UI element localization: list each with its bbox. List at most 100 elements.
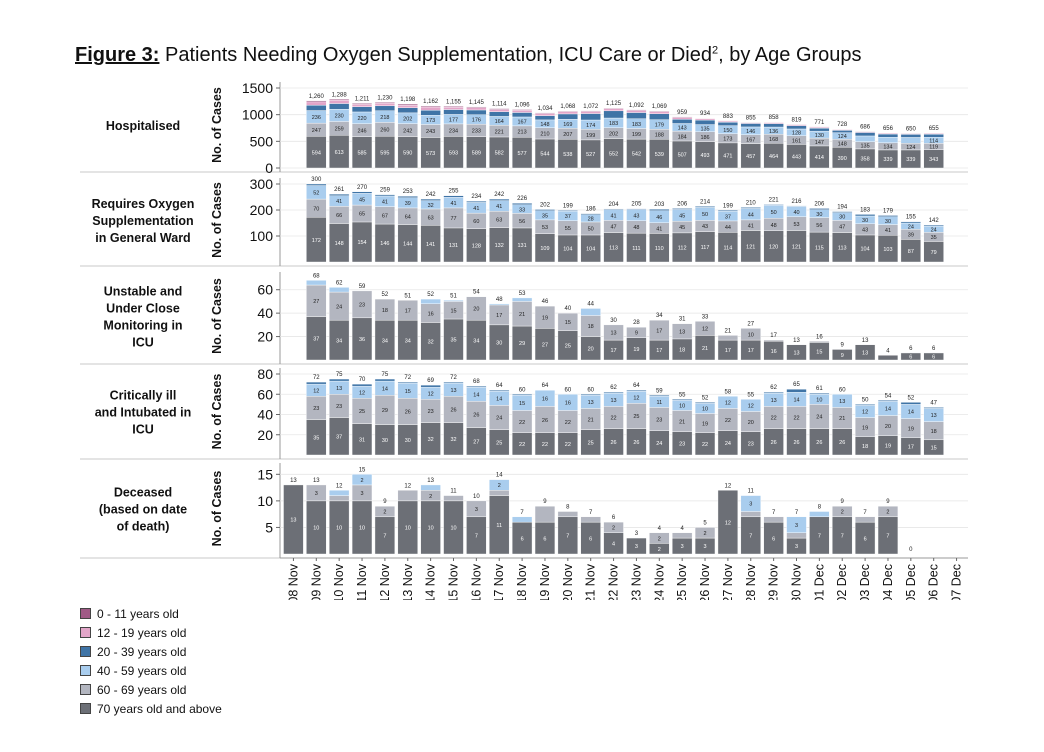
total-label: 686: [860, 124, 871, 130]
total-label: 11: [748, 489, 755, 495]
bar-segment: [832, 349, 853, 361]
segment-label: 243: [426, 129, 435, 135]
segment-label: 30: [862, 218, 868, 224]
total-label: 53: [519, 291, 526, 297]
segment-label: 32: [428, 437, 434, 443]
total-label: 7: [589, 510, 593, 516]
bar-segment: [534, 115, 556, 121]
bar-segment: [489, 108, 510, 110]
bar-segment: [283, 484, 304, 555]
segment-label: 22: [519, 420, 525, 426]
segment-label: 595: [380, 150, 389, 156]
bar-segment: [374, 105, 396, 111]
segment-label: 173: [426, 118, 435, 124]
segment-label: 3: [795, 523, 798, 529]
x-tick-label: 08 Nov: [286, 563, 300, 600]
segment-label: 218: [380, 115, 389, 121]
segment-label: 202: [403, 116, 412, 122]
bar-segment: [900, 137, 921, 144]
segment-label: 414: [815, 155, 824, 161]
bar-segment: [649, 110, 670, 112]
segment-label: 2: [658, 536, 661, 542]
total-label: 4: [886, 348, 890, 354]
bar-segment: [626, 109, 647, 111]
bar-segment: [511, 297, 533, 302]
x-tick-label: 20 Nov: [561, 563, 575, 600]
bar-segment: [351, 191, 373, 194]
y-tick-label: 100: [250, 228, 274, 244]
bar-segment: [809, 393, 830, 395]
segment-label: 14: [885, 407, 891, 413]
total-label: 9: [543, 499, 547, 505]
segment-label: 10: [450, 526, 456, 532]
bar-segment: [557, 210, 578, 212]
total-label: 1,230: [377, 95, 393, 101]
segment-label: 14: [496, 397, 502, 403]
x-tick-label: 16 Nov: [469, 563, 483, 600]
bar-segment: [603, 392, 624, 394]
y-tick-label: 40: [257, 407, 273, 423]
segment-label: 3: [681, 544, 684, 550]
segment-label: 22: [702, 442, 708, 448]
segment-label: 43: [862, 228, 868, 234]
segment-label: 13: [862, 351, 868, 357]
bar-segment: [329, 495, 350, 502]
total-label: 202: [540, 202, 551, 208]
x-tick-label: 05 Dec: [904, 564, 918, 600]
total-label: 1,211: [355, 96, 370, 102]
total-label: 934: [700, 111, 711, 117]
total-label: 9: [841, 499, 845, 505]
segment-label: 50: [702, 212, 708, 218]
x-tick-label: 22 Nov: [607, 563, 621, 600]
segment-label: 186: [700, 135, 709, 141]
x-tick-label: 04 Dec: [881, 564, 895, 600]
panel-anchor: [0, 178, 1, 179]
segment-label: 13: [588, 400, 594, 406]
bar-segment: [900, 352, 921, 361]
segment-label: 66: [336, 213, 342, 219]
bar-segment: [374, 103, 396, 107]
legend-swatch: [80, 627, 91, 638]
total-label: 214: [700, 199, 711, 205]
segment-label: 3: [475, 507, 478, 513]
total-label: 46: [542, 299, 549, 305]
segment-label: 32: [428, 203, 434, 209]
x-tick-label: 28 Nov: [744, 563, 758, 600]
segment-label: 6: [909, 355, 912, 361]
total-label: 34: [656, 313, 663, 319]
panel-label: Deceased: [114, 486, 172, 500]
bar-segment: [626, 537, 647, 555]
segment-label: 188: [655, 132, 664, 138]
total-label: 65: [793, 382, 800, 388]
segment-label: 184: [678, 134, 687, 140]
total-label: 242: [494, 192, 505, 198]
segment-label: 22: [565, 442, 571, 448]
bar-segment: [466, 107, 487, 111]
total-label: 61: [816, 386, 823, 392]
segment-label: 50: [771, 210, 777, 216]
segment-label: 31: [359, 438, 365, 444]
panel-label: Supplementation: [92, 214, 193, 228]
segment-label: 112: [678, 246, 687, 252]
bar-segment: [854, 516, 876, 523]
bar-segment: [329, 378, 350, 382]
total-label: 855: [746, 115, 757, 121]
total-label: 70: [359, 377, 366, 383]
total-label: 259: [380, 188, 391, 194]
segment-label: 6: [521, 536, 524, 542]
bar-segment: [786, 516, 807, 533]
segment-label: 121: [792, 244, 801, 250]
segment-label: 167: [518, 120, 527, 126]
segment-label: 3: [704, 544, 707, 550]
bar-segment: [557, 312, 578, 331]
y-tick-label: 200: [250, 202, 274, 218]
total-label: 13: [862, 338, 869, 344]
total-label: 210: [746, 200, 757, 206]
segment-label: 22: [793, 416, 799, 422]
segment-label: 35: [542, 214, 548, 220]
total-label: 206: [677, 201, 688, 207]
bar-segment: [397, 105, 418, 108]
segment-label: 154: [357, 240, 366, 246]
bar-segment: [534, 113, 556, 116]
total-label: 75: [336, 372, 343, 378]
